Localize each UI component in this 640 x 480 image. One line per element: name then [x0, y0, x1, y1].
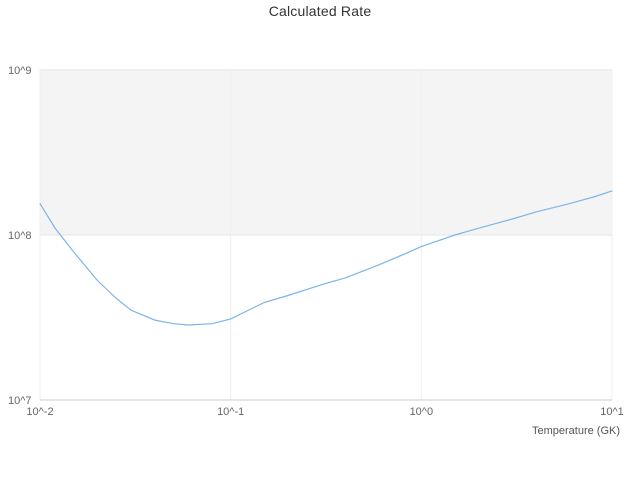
- y-tick-label: 10^9: [8, 65, 32, 77]
- series-line: [39, 190, 613, 326]
- x-tick-label: 10^0: [410, 406, 434, 418]
- y-tick-label: 10^7: [8, 395, 32, 407]
- x-tick-label: 10^1: [600, 406, 624, 418]
- chart-title: Calculated Rate: [268, 3, 372, 19]
- y-tick-label: 10^8: [8, 230, 32, 242]
- x-axis-label: Temperature (GK): [531, 425, 620, 437]
- plot-band: [40, 70, 612, 235]
- x-tick-label: 10^-1: [217, 406, 244, 418]
- x-tick-label: 10^-2: [26, 406, 53, 418]
